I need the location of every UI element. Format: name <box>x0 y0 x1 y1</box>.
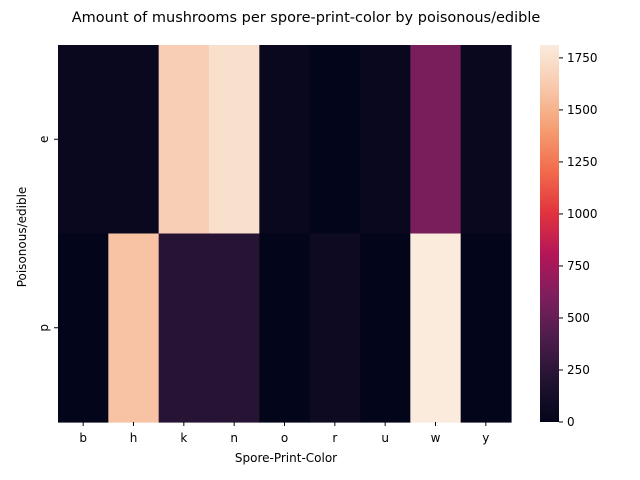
x-tick-label-b: b <box>79 431 87 445</box>
heatmap-cell-e-o <box>259 45 311 235</box>
x-tick-label-u: u <box>381 431 389 445</box>
colorbar: 0 250 500 750 1000 1250 1500 1750 <box>540 45 598 429</box>
x-tick-label-k: k <box>180 431 187 445</box>
heatmap-cell-p-w <box>410 233 462 423</box>
heatmap-cell-e-y <box>460 45 512 235</box>
x-tick-label-o: o <box>281 431 288 445</box>
chart-title: Amount of mushrooms per spore-print-colo… <box>72 10 541 26</box>
y-tick-label-p: p <box>37 324 51 332</box>
heatmap-cell-p-o <box>259 233 311 423</box>
heatmap-cell-p-y <box>460 233 512 423</box>
heatmap-cell-p-h <box>108 233 160 423</box>
colorbar-tick-label-250: 250 <box>567 363 590 377</box>
heatmap-cell-e-u <box>360 45 411 235</box>
colorbar-ticks: 0 250 500 750 1000 1250 1500 1750 <box>559 51 598 429</box>
x-tick-label-w: w <box>431 431 441 445</box>
heatmap-cell-e-r <box>309 45 361 235</box>
y-axis-label: Poisonous/edible <box>15 187 29 288</box>
heatmap-cell-e-n <box>209 45 260 235</box>
colorbar-tick-label-1250: 1250 <box>567 155 598 169</box>
heatmap-cell-e-k <box>158 45 210 235</box>
heatmap-cell-e-w <box>410 45 462 235</box>
colorbar-tick-label-1500: 1500 <box>567 103 598 117</box>
x-axis-label: Spore-Print-Color <box>235 451 337 465</box>
heatmap-cell-p-u <box>360 233 411 423</box>
colorbar-tick-label-500: 500 <box>567 311 590 325</box>
x-tick-label-r: r <box>332 431 337 445</box>
colorbar-tick-label-1750: 1750 <box>567 51 598 65</box>
heatmap-cell-e-h <box>108 45 160 235</box>
y-tick-label-e: e <box>37 136 51 143</box>
x-tick-label-n: n <box>230 431 238 445</box>
x-tick-label-h: h <box>130 431 138 445</box>
colorbar-tick-label-0: 0 <box>567 415 575 429</box>
x-tick-label-y: y <box>482 431 489 445</box>
heatmap-cell-p-r <box>309 233 361 423</box>
colorbar-tick-label-750: 750 <box>567 259 590 273</box>
heatmap-cell-p-k <box>158 233 210 423</box>
heatmap-cell-e-b <box>58 45 109 235</box>
heatmap-cell-p-n <box>209 233 260 423</box>
y-axis-ticks: ep <box>37 136 58 332</box>
heatmap-cells <box>58 45 512 423</box>
heatmap-cell-p-b <box>58 233 109 423</box>
colorbar-gradient <box>540 45 559 422</box>
colorbar-tick-label-1000: 1000 <box>567 207 598 221</box>
